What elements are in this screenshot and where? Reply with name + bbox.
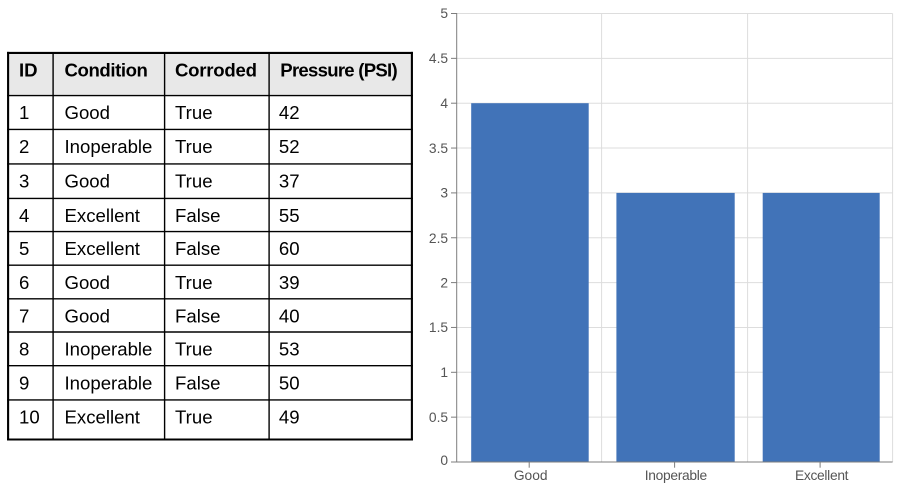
svg-text:Good: Good	[65, 102, 111, 123]
svg-text:53: 53	[279, 339, 300, 360]
svg-text:6: 6	[19, 272, 29, 293]
svg-text:5: 5	[19, 238, 29, 259]
svg-text:4: 4	[440, 96, 448, 111]
svg-text:True: True	[175, 339, 213, 360]
svg-text:7: 7	[19, 305, 29, 326]
svg-text:37: 37	[279, 171, 300, 192]
svg-text:True: True	[175, 171, 213, 192]
svg-text:Good: Good	[65, 272, 111, 293]
svg-text:Corroded: Corroded	[175, 60, 257, 81]
svg-text:Excellent: Excellent	[65, 205, 141, 226]
svg-text:52: 52	[279, 136, 300, 157]
svg-text:ID: ID	[19, 60, 38, 81]
svg-text:42: 42	[279, 102, 300, 123]
svg-text:Condition: Condition	[65, 60, 148, 81]
svg-text:5: 5	[440, 6, 448, 21]
svg-text:1: 1	[440, 365, 448, 380]
svg-text:4.5: 4.5	[429, 51, 449, 66]
svg-text:Excellent: Excellent	[795, 468, 849, 483]
svg-text:3.5: 3.5	[429, 141, 449, 156]
svg-text:Excellent: Excellent	[65, 407, 141, 428]
svg-text:Inoperable: Inoperable	[645, 468, 708, 483]
svg-text:Inoperable: Inoperable	[65, 136, 153, 157]
svg-text:40: 40	[279, 305, 300, 326]
svg-text:False: False	[175, 305, 220, 326]
svg-text:10: 10	[19, 407, 40, 428]
svg-text:1.5: 1.5	[429, 320, 449, 335]
svg-text:Good: Good	[514, 468, 548, 483]
svg-text:9: 9	[19, 372, 29, 393]
svg-text:True: True	[175, 407, 213, 428]
svg-text:False: False	[175, 238, 220, 259]
svg-text:False: False	[175, 205, 220, 226]
svg-text:2: 2	[440, 275, 448, 290]
svg-text:Good: Good	[65, 171, 111, 192]
svg-text:55: 55	[279, 205, 300, 226]
svg-text:True: True	[175, 136, 213, 157]
svg-text:True: True	[175, 102, 213, 123]
svg-text:1: 1	[19, 102, 29, 123]
svg-text:False: False	[175, 372, 220, 393]
svg-text:2: 2	[19, 136, 29, 157]
svg-text:8: 8	[19, 339, 29, 360]
svg-text:Good: Good	[65, 305, 111, 326]
svg-text:39: 39	[279, 272, 300, 293]
svg-text:True: True	[175, 272, 213, 293]
svg-text:0: 0	[440, 453, 448, 468]
svg-text:3: 3	[19, 171, 29, 192]
svg-text:Inoperable: Inoperable	[65, 339, 153, 360]
svg-text:2.5: 2.5	[429, 231, 449, 246]
svg-text:49: 49	[279, 407, 300, 428]
svg-text:3: 3	[440, 186, 448, 201]
svg-text:Inoperable: Inoperable	[65, 372, 153, 393]
svg-text:50: 50	[279, 372, 300, 393]
svg-text:60: 60	[279, 238, 300, 259]
svg-text:0.5: 0.5	[429, 410, 449, 425]
svg-text:4: 4	[19, 205, 29, 226]
svg-text:Pressure (PSI): Pressure (PSI)	[280, 60, 397, 81]
svg-text:Excellent: Excellent	[65, 238, 141, 259]
